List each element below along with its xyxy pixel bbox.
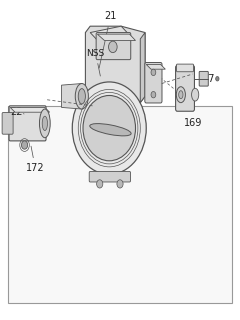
Text: 22: 22 <box>10 107 23 117</box>
Ellipse shape <box>75 84 88 109</box>
Polygon shape <box>85 26 145 103</box>
Circle shape <box>21 141 28 149</box>
Circle shape <box>151 69 156 76</box>
Polygon shape <box>146 64 165 69</box>
FancyBboxPatch shape <box>145 62 162 103</box>
FancyBboxPatch shape <box>89 172 131 182</box>
Ellipse shape <box>78 89 85 104</box>
Circle shape <box>151 92 156 98</box>
FancyBboxPatch shape <box>2 113 13 134</box>
Ellipse shape <box>90 124 131 136</box>
Ellipse shape <box>192 88 199 101</box>
FancyBboxPatch shape <box>177 64 193 72</box>
Text: 21: 21 <box>99 12 117 68</box>
Polygon shape <box>10 108 50 112</box>
Circle shape <box>117 180 123 188</box>
Ellipse shape <box>42 116 48 131</box>
Text: 169: 169 <box>184 118 203 128</box>
Polygon shape <box>61 84 82 109</box>
FancyBboxPatch shape <box>176 65 194 111</box>
Bar <box>8 106 232 303</box>
Ellipse shape <box>72 82 146 174</box>
Ellipse shape <box>39 109 50 138</box>
Text: 172: 172 <box>26 146 45 173</box>
Circle shape <box>108 41 117 52</box>
Ellipse shape <box>176 87 185 103</box>
Polygon shape <box>90 26 133 45</box>
Polygon shape <box>140 33 145 103</box>
Polygon shape <box>97 34 136 41</box>
Text: NSS: NSS <box>87 49 105 76</box>
FancyBboxPatch shape <box>199 71 208 86</box>
FancyBboxPatch shape <box>96 33 131 60</box>
Text: 77: 77 <box>202 74 215 84</box>
Ellipse shape <box>179 91 183 99</box>
Circle shape <box>216 76 219 81</box>
FancyBboxPatch shape <box>9 106 46 141</box>
Circle shape <box>97 180 103 188</box>
Ellipse shape <box>83 95 136 161</box>
